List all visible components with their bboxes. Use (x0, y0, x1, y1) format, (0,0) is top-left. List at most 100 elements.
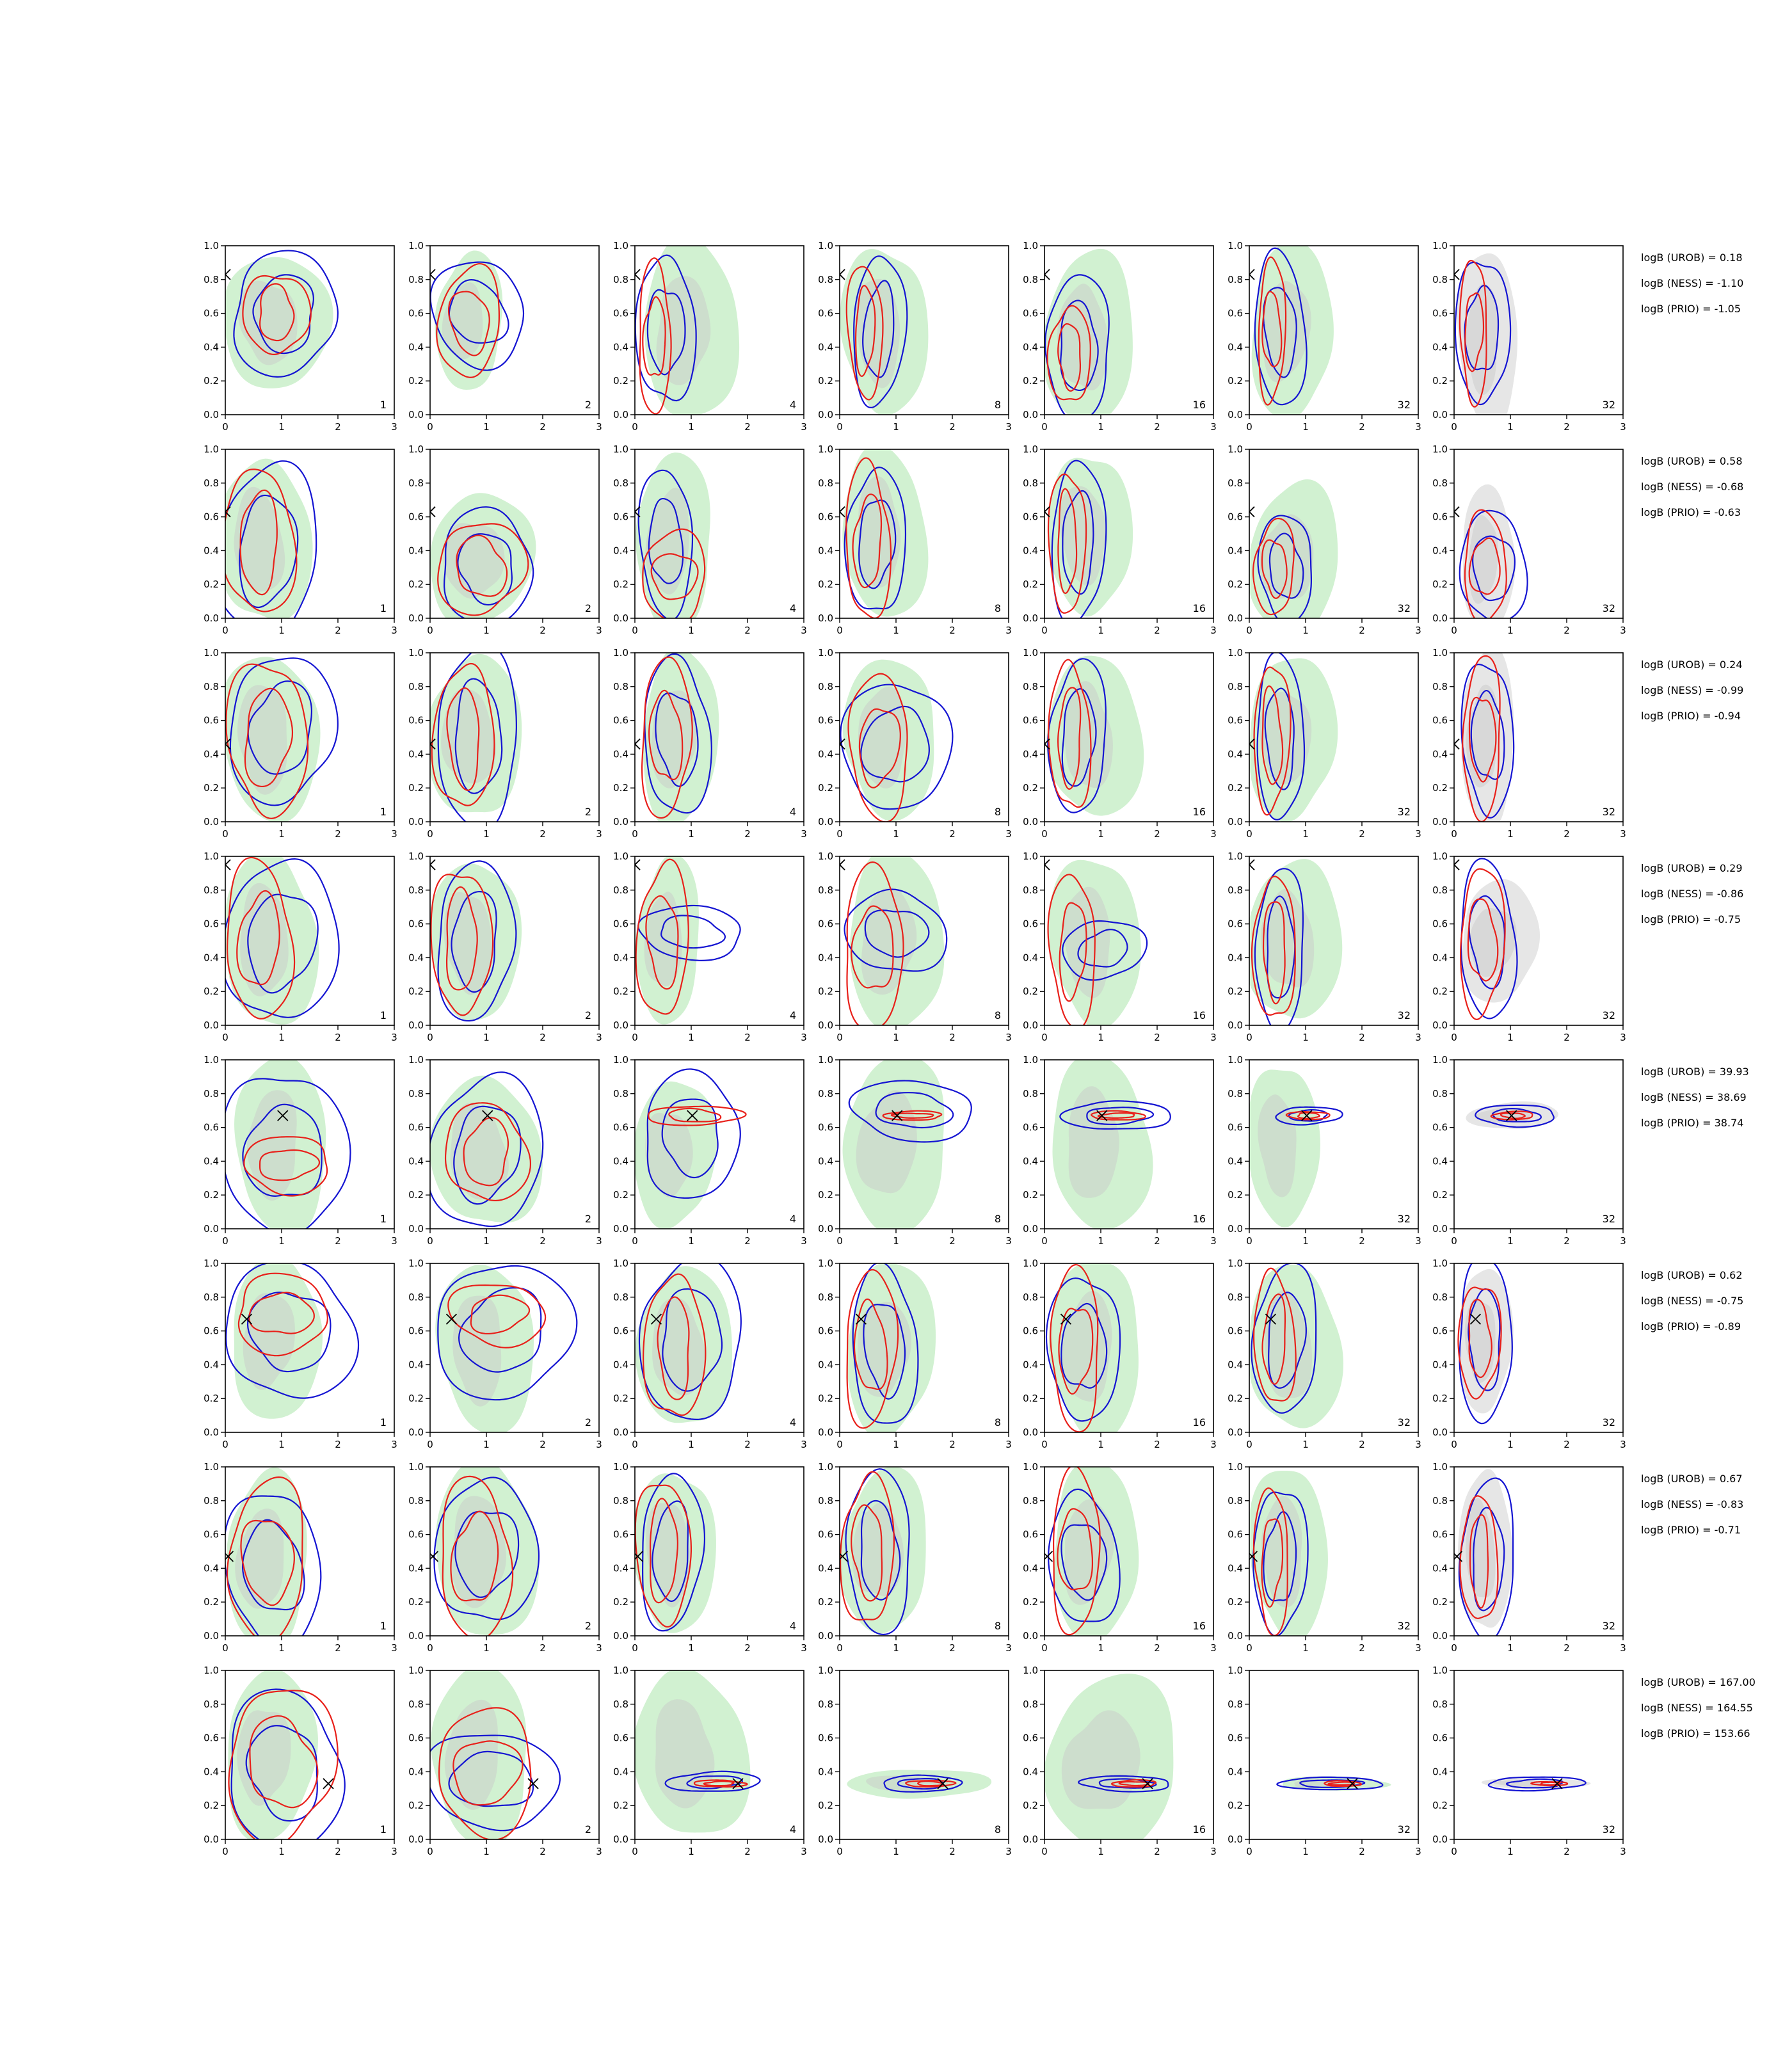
x-tick-label: 1 (483, 1846, 490, 1857)
x-tick-label: 2 (1564, 1642, 1570, 1654)
density-core (1258, 1094, 1297, 1197)
panel-r3-c4: 0 1 2 3 0.0 0.2 0.4 0.6 0.8 1.0 8 (818, 647, 1012, 840)
x-tick-label: 3 (1005, 1846, 1012, 1857)
y-tick-label: 0.8 (1023, 1292, 1038, 1303)
y-tick-label: 0.8 (818, 1495, 833, 1507)
panel-frame (225, 1670, 395, 1840)
x-tick-label: 2 (540, 625, 546, 636)
true-value-marker (1454, 859, 1460, 870)
x-tick-label: 2 (1154, 1439, 1160, 1450)
y-tick-label: 0.0 (204, 409, 219, 420)
y-tick-label: 0.8 (1023, 884, 1038, 896)
y-tick-label: 0.8 (204, 1495, 219, 1507)
row-7: 0 1 2 30.00.20.40.60.81.010 1 2 30.00.20.40.60… (204, 1461, 1743, 1654)
x-tick-label: 3 (1005, 421, 1012, 433)
row-2: 0 1 2 30.00.20.40.60.81.010 1 2 30.00.20.40.60… (204, 444, 1743, 636)
panel-count-label: 8 (995, 806, 1001, 818)
y-tick-label: 0.0 (613, 409, 628, 420)
red-contour-outer (1464, 509, 1507, 618)
panel-frame (839, 652, 1009, 822)
x-tick-label: 2 (1564, 1235, 1570, 1247)
panel-count-label: 1 (380, 602, 387, 614)
y-tick-label: 1.0 (408, 240, 424, 252)
x-tick-label: 2 (949, 828, 956, 840)
blue-contour-inner (1061, 688, 1097, 787)
true-value-marker (840, 1551, 849, 1562)
x-tick-label: 3 (1005, 828, 1012, 840)
true-value-marker (1096, 1110, 1108, 1121)
panel-frame (225, 652, 395, 822)
y-tick-label: 0.6 (1023, 511, 1038, 523)
y-tick-label: 0.8 (1432, 681, 1448, 692)
y-tick-label: 0.2 (1432, 1189, 1448, 1201)
y-tick-label: 0.4 (613, 952, 628, 963)
y-tick-label: 0.0 (1228, 409, 1243, 420)
x-tick-label: 0 (632, 1439, 638, 1450)
y-tick-label: 0.6 (1023, 1732, 1038, 1744)
y-tick-label: 0.0 (818, 612, 833, 624)
blue-contour-outer (1459, 509, 1528, 618)
panel-count-label: 8 (995, 1213, 1001, 1225)
x-tick-label: 3 (1415, 421, 1421, 433)
x-tick-label: 1 (688, 625, 694, 636)
panel-frame (1453, 1059, 1624, 1229)
y-tick-label: 1.0 (204, 1054, 219, 1066)
red-contour-outer (642, 528, 706, 618)
red-contour-inner (445, 886, 478, 991)
x-tick-label: 0 (222, 1235, 228, 1247)
density-fill (847, 1263, 936, 1432)
red-contour-outer (1324, 1780, 1363, 1788)
x-tick-label: 1 (1302, 421, 1309, 433)
x-tick-label: 0 (222, 1032, 228, 1043)
true-value-marker (1249, 738, 1255, 750)
y-tick-label: 1.0 (613, 1461, 628, 1473)
y-tick-label: 0.8 (613, 1088, 628, 1100)
blue-contour-inner (875, 1092, 954, 1129)
y-tick-label: 0.2 (204, 375, 219, 387)
x-tick-label: 0 (836, 828, 843, 840)
y-tick-label: 1.0 (204, 1461, 219, 1473)
panel-frame (1044, 1670, 1214, 1840)
panel-r7-c4: 0 1 2 3 0.0 0.2 0.4 0.6 0.8 1.0 8 (818, 1461, 1012, 1654)
y-tick-label: 0.8 (818, 1088, 833, 1100)
x-tick-label: 3 (596, 625, 602, 636)
panel-frame (429, 245, 600, 415)
logb-annotation: logB (UROB) = 0.67 (1641, 1473, 1743, 1485)
y-tick-label: 0.0 (408, 409, 424, 420)
x-tick-label: 2 (335, 625, 341, 636)
red-contour-outer (225, 663, 309, 819)
true-value-marker (892, 1110, 903, 1121)
x-tick-label: 0 (632, 1846, 638, 1857)
red-contour-inner (916, 1780, 944, 1787)
red-contour-inner (447, 291, 490, 356)
x-tick-label: 1 (483, 1642, 490, 1654)
panel-count-label: 4 (790, 1009, 796, 1021)
x-tick-label: 0 (836, 1032, 843, 1043)
true-value-marker (527, 1778, 539, 1789)
y-tick-label: 0.6 (408, 511, 424, 523)
density-core (861, 887, 917, 995)
true-value-marker (1454, 738, 1460, 750)
panel-r2-c7: 0 1 2 3 0.0 0.2 0.4 0.6 0.8 1.0 32 (1432, 444, 1626, 636)
panel-r2-c2: 0 1 2 30.00.20.40.60.81.02 (408, 444, 602, 636)
blue-contour-outer (844, 888, 948, 972)
density-fill (1052, 1060, 1153, 1229)
x-tick-label: 2 (540, 1032, 546, 1043)
logb-annotation: logB (PRIO) = -0.89 (1641, 1320, 1741, 1332)
y-tick-label: 0.0 (1023, 1630, 1038, 1642)
x-tick-label: 3 (1415, 625, 1421, 636)
panel-r6-c2: 0 1 2 30.00.20.40.60.81.02 (408, 1258, 602, 1450)
x-tick-label: 1 (893, 1846, 899, 1857)
x-tick-label: 2 (335, 828, 341, 840)
blue-contour-outer (1257, 515, 1313, 618)
y-tick-label: 0.4 (204, 341, 219, 353)
y-tick-label: 1.0 (613, 647, 628, 659)
logb-annotation: logB (NESS) = -1.10 (1641, 277, 1743, 289)
y-tick-label: 0.8 (408, 274, 424, 285)
x-tick-label: 2 (335, 1846, 341, 1857)
y-tick-label: 0.6 (1432, 1325, 1448, 1337)
y-tick-label: 0.2 (204, 1596, 219, 1608)
true-value-marker (1044, 269, 1050, 280)
y-tick-label: 1.0 (408, 1461, 424, 1473)
panel-frame (1453, 1670, 1624, 1840)
